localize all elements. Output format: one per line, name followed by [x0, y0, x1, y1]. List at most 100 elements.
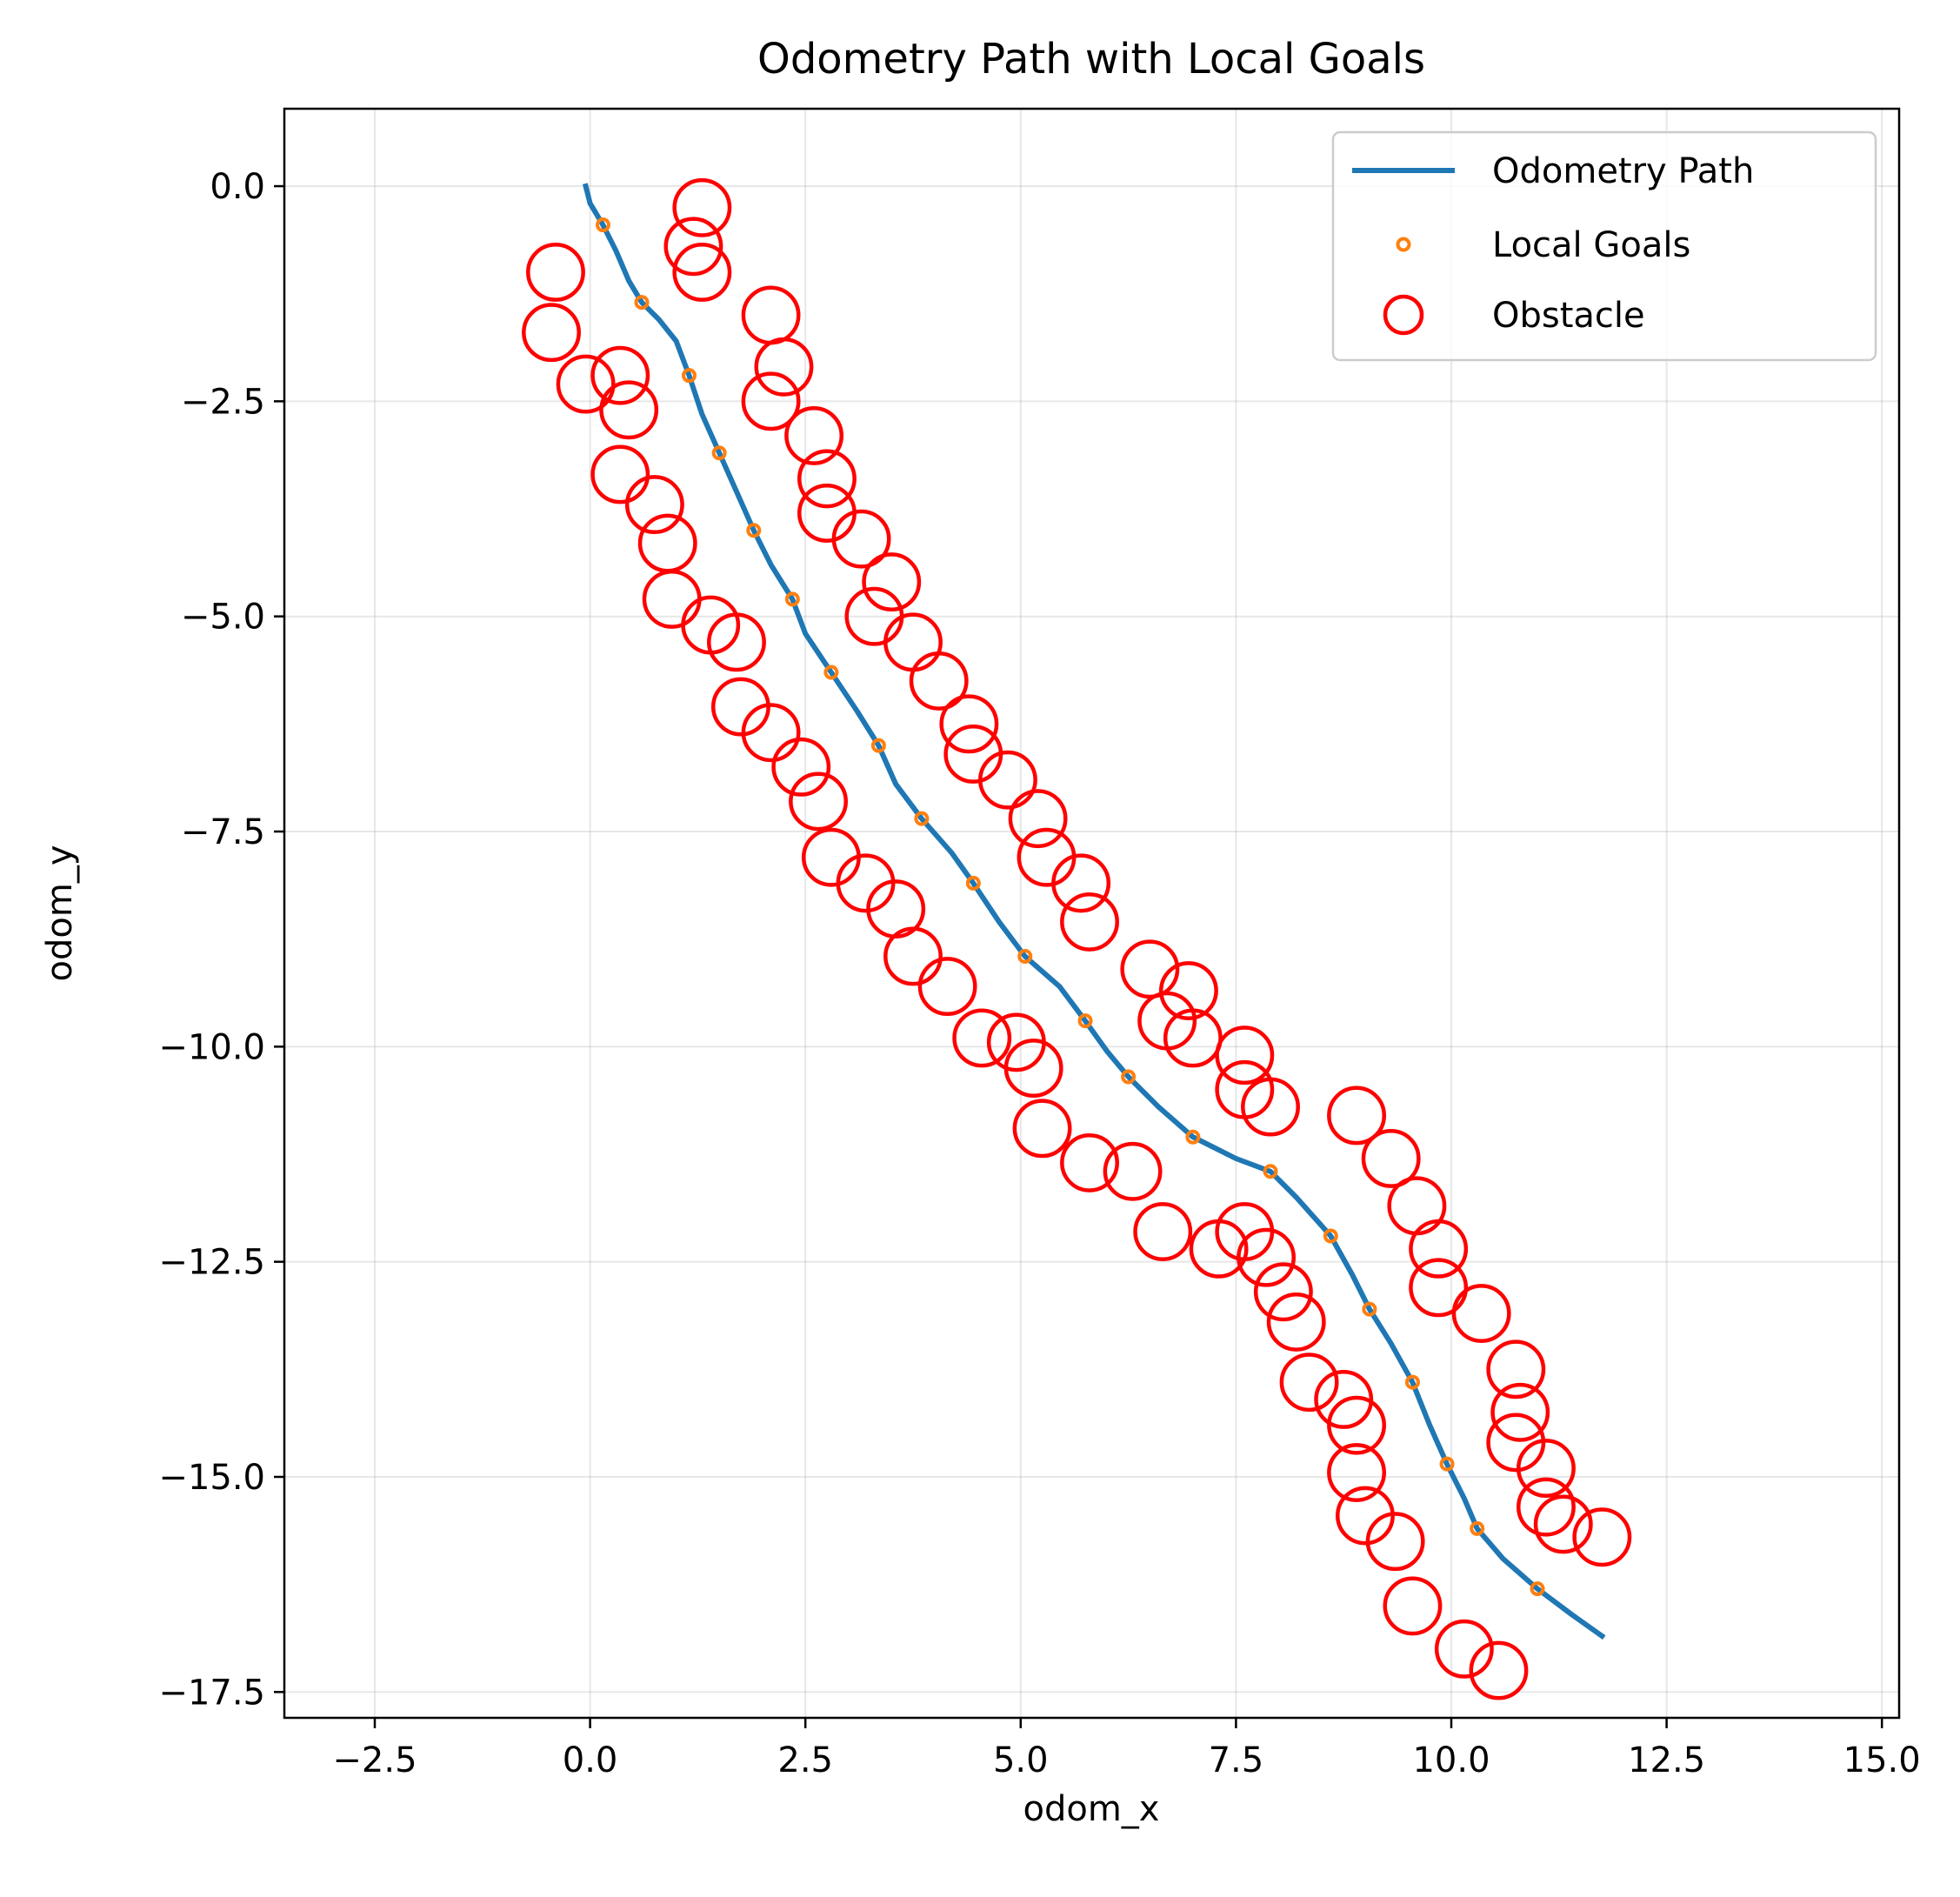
obstacle-marker — [771, 737, 831, 797]
x-tick-label: 0.0 — [563, 1740, 618, 1780]
obstacle-marker — [1409, 1219, 1469, 1279]
local-goal-marker — [1077, 1013, 1093, 1029]
obstacle-marker — [1469, 1640, 1529, 1700]
y-tick-label: −10.0 — [158, 1027, 265, 1067]
obstacle-marker — [917, 957, 977, 1017]
legend-label-obstacle: Obstacle — [1492, 296, 1645, 336]
obstacle-marker — [789, 771, 848, 832]
obstacle-marker — [556, 354, 616, 414]
obstacle-marker — [707, 612, 766, 672]
obstacle-marker — [1314, 1370, 1374, 1429]
legend-marker-local-goals — [1396, 237, 1411, 252]
obstacle-marker — [977, 750, 1037, 810]
obstacle-marker — [1451, 1284, 1511, 1343]
obstacle-marker — [1361, 1129, 1421, 1188]
obstacle-marker — [624, 475, 684, 535]
y-tick-label: −12.5 — [158, 1243, 265, 1283]
obstacle-marker — [1434, 1619, 1494, 1679]
obstacle-marker — [1533, 1494, 1593, 1554]
legend-label-local-goals: Local Goals — [1492, 225, 1690, 265]
obstacle-marker — [1327, 1395, 1386, 1455]
obstacle-marker — [754, 337, 814, 397]
obstacle-marker — [784, 405, 844, 465]
obstacle-marker — [590, 345, 650, 405]
obstacle-marker — [663, 217, 723, 277]
obstacle-marker — [672, 177, 732, 237]
obstacle-marker — [1012, 1099, 1072, 1159]
obstacle-marker — [1133, 1202, 1193, 1261]
obstacle-marker — [1060, 1132, 1119, 1192]
x-tick-label: 12.5 — [1628, 1740, 1705, 1780]
local-goal-marker — [1470, 1520, 1485, 1536]
legend: Odometry Path Local Goals Obstacle — [1331, 130, 1877, 362]
local-goal-marker — [784, 591, 800, 607]
local-goal-marker — [1121, 1069, 1137, 1085]
obstacle-marker — [883, 926, 943, 986]
odometry-path-line — [582, 183, 1606, 1640]
obstacle-marker — [1279, 1353, 1339, 1413]
y-tick-label: 0.0 — [210, 167, 265, 207]
local-goal-marker — [746, 523, 762, 538]
plot-frame — [283, 107, 1901, 1720]
obstacle-marker — [672, 243, 732, 302]
obstacle-marker — [1060, 892, 1119, 952]
obstacle-marker — [1572, 1507, 1632, 1567]
obstacle-marker — [1253, 1262, 1313, 1322]
x-tick-label: 2.5 — [777, 1740, 833, 1780]
x-tick-label: 5.0 — [993, 1740, 1049, 1780]
local-goal-marker — [1323, 1228, 1338, 1244]
obstacle-marker — [1103, 1141, 1163, 1201]
obstacle-marker — [1327, 1443, 1386, 1502]
obstacle-marker — [741, 703, 801, 763]
local-goal-marker — [595, 217, 610, 233]
obstacle-marker — [599, 380, 659, 440]
obstacle-marker — [952, 1008, 1012, 1068]
obstacle-marker — [797, 449, 857, 509]
legend-label-odometry-path: Odometry Path — [1492, 151, 1754, 191]
legend-box — [1331, 130, 1877, 362]
local-goal-marker — [1404, 1374, 1420, 1390]
obstacle-marker — [741, 371, 801, 431]
y-tick-label: −17.5 — [158, 1673, 265, 1713]
obstacle-marker — [1516, 1439, 1576, 1499]
obstacle-marker — [1266, 1292, 1326, 1352]
obstacle-marker — [522, 303, 581, 363]
obstacle-marker — [939, 694, 999, 754]
y-tick-label: −5.0 — [181, 598, 265, 638]
y-tick-label: −15.0 — [158, 1458, 265, 1498]
local-goal-marker — [1263, 1164, 1278, 1179]
legend-marker-obstacle — [1383, 294, 1424, 336]
obstacle-marker — [909, 651, 969, 711]
local-goal-marker — [1530, 1581, 1545, 1597]
chart-title: Odometry Path with Local Goals — [757, 35, 1425, 83]
obstacle-marker — [590, 444, 650, 504]
x-tick-label: 15.0 — [1843, 1740, 1921, 1780]
obstacle-marker — [1383, 1576, 1443, 1636]
y-tick-label: −2.5 — [181, 382, 265, 422]
obstacle-marker — [1327, 1085, 1386, 1146]
x-tick-label: 10.0 — [1412, 1740, 1490, 1780]
obstacle-marker — [1158, 961, 1218, 1020]
local-goal-marker — [634, 295, 650, 311]
y-axis-label: odom_y — [40, 845, 80, 982]
local-goal-marker — [711, 445, 727, 461]
local-goal-marker — [823, 665, 839, 680]
local-goal-marker — [681, 368, 697, 384]
axis-ticks: −2.5 0.0 2.5 5.0 7.5 10.0 12.5 15.0 0.0 −2.5 −5.0 −… — [158, 167, 1920, 1780]
local-goal-marker — [914, 811, 930, 826]
obstacle-marker — [1490, 1382, 1550, 1442]
local-goal-marker — [1439, 1456, 1455, 1472]
local-goal-marker — [1362, 1301, 1377, 1317]
obstacle-marker — [1215, 1025, 1275, 1085]
obstacle-marker — [526, 243, 585, 302]
local-goal-marker — [1185, 1129, 1201, 1145]
obstacle-marker — [1163, 1008, 1223, 1068]
y-tick-label: −7.5 — [181, 812, 265, 852]
obstacle-marker — [862, 552, 922, 612]
obstacle-marker — [1516, 1477, 1576, 1537]
obstacle-marker — [831, 509, 891, 569]
obstacle-marker — [1237, 1227, 1296, 1287]
obstacle-marker — [1241, 1077, 1300, 1137]
obstacle-marker — [1008, 789, 1068, 849]
